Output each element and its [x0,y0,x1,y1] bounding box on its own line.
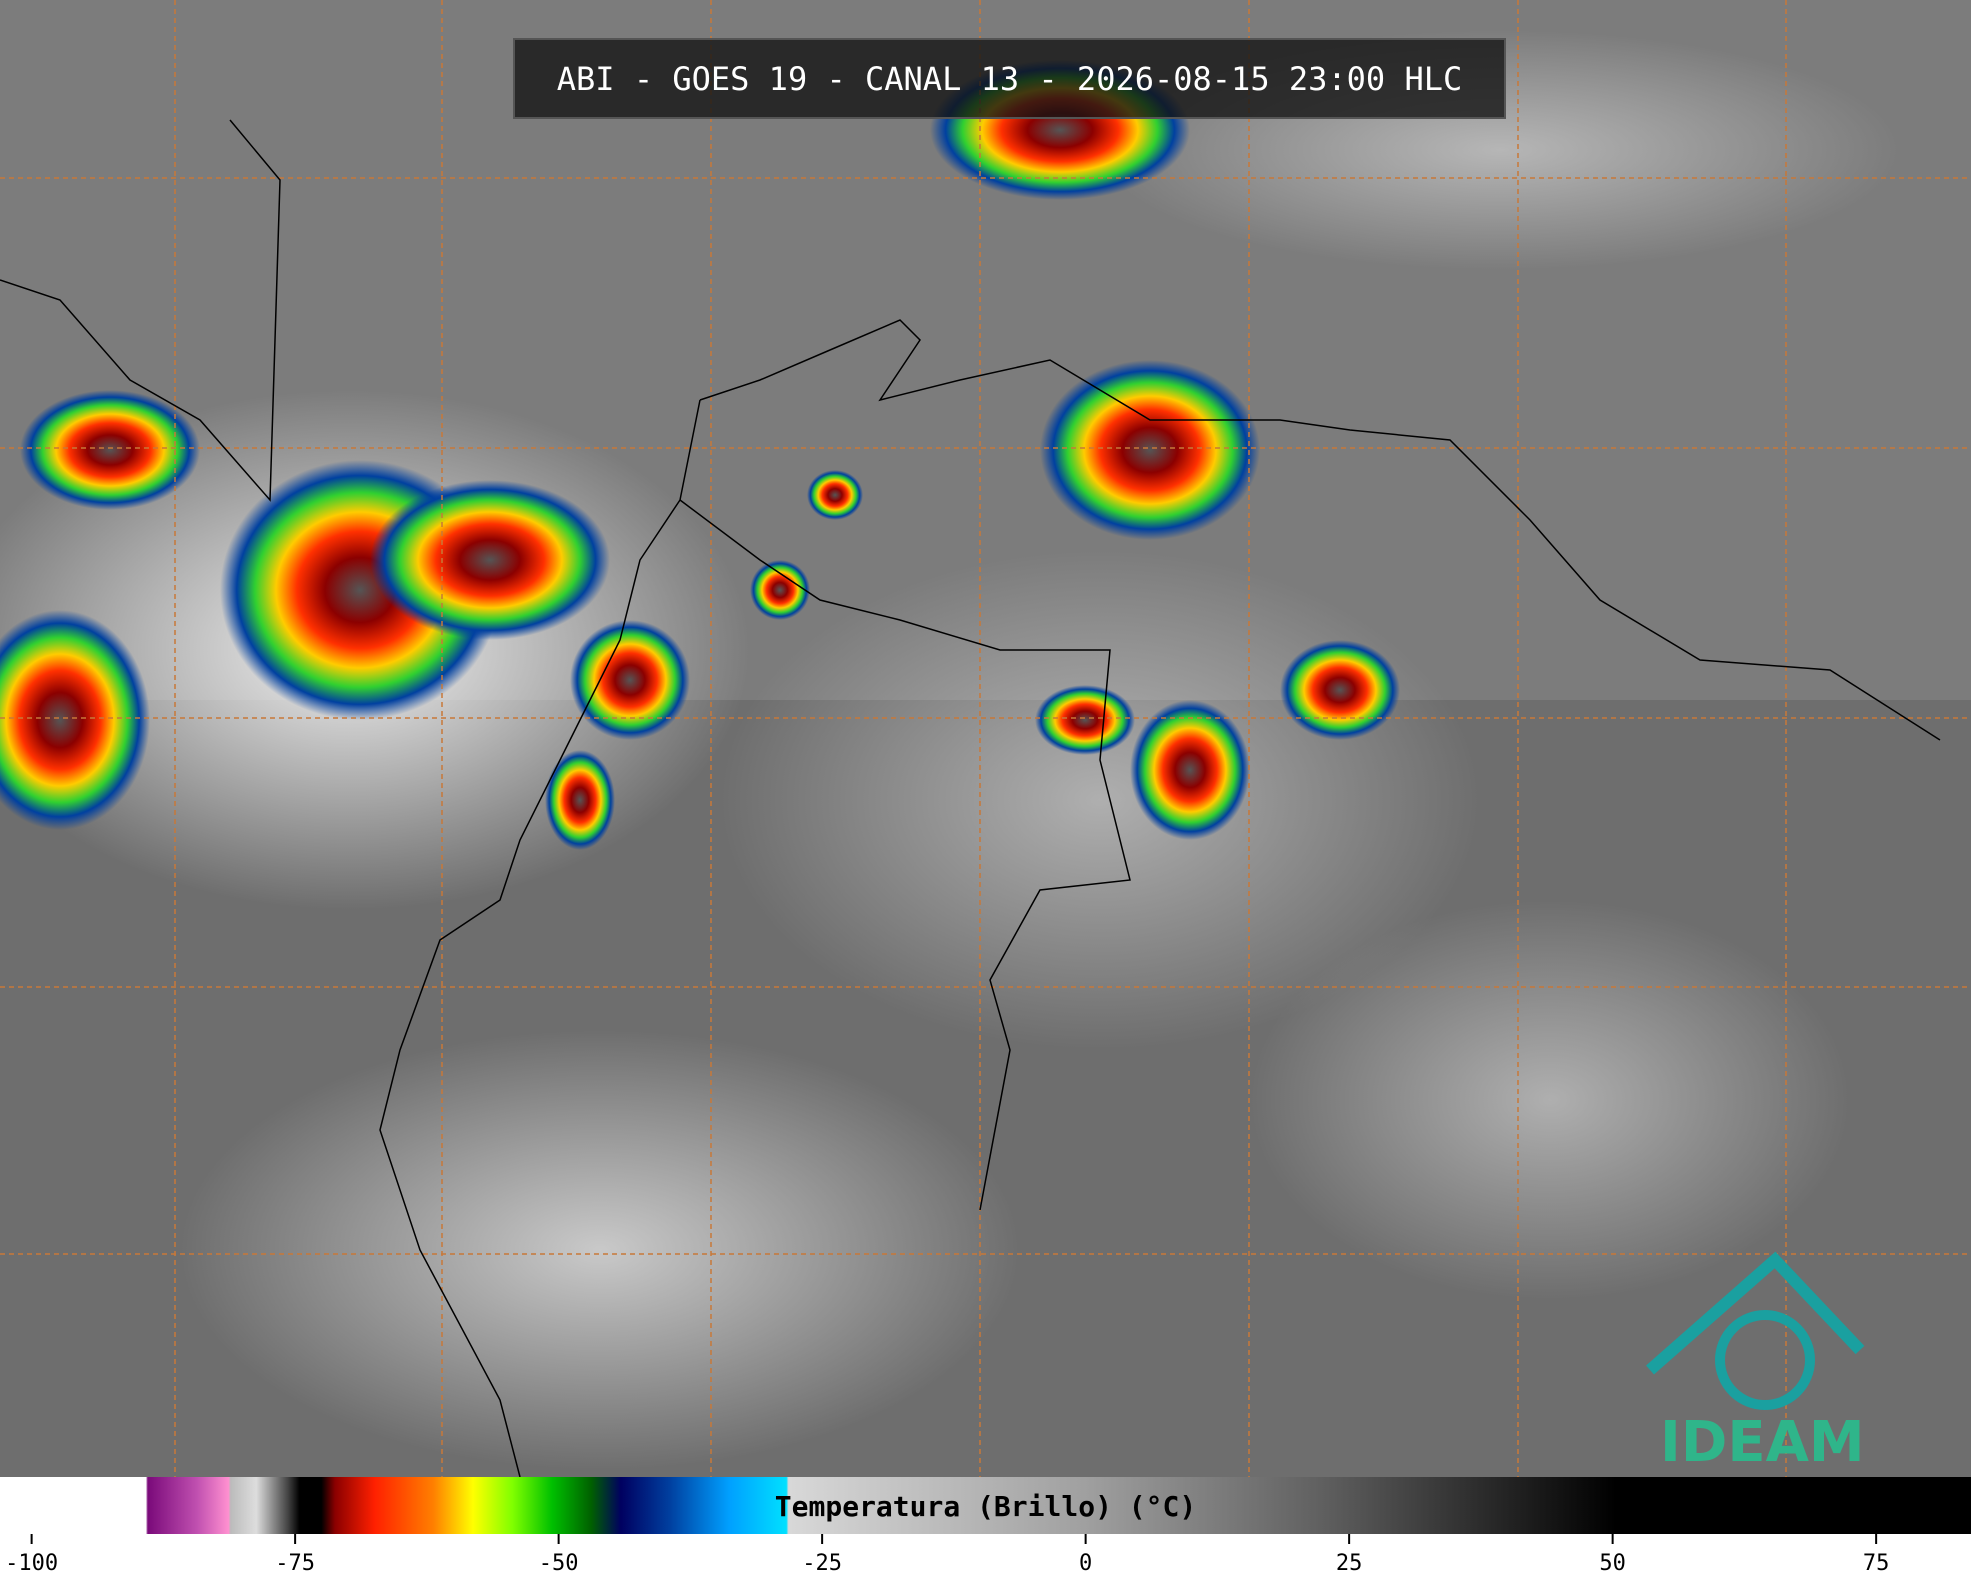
tick-label: 0 [1079,1551,1092,1576]
image-title: ABI - GOES 19 - CANAL 13 - 2026-08-15 23… [513,38,1506,119]
tick-label: 25 [1336,1551,1363,1576]
tick-label: -50 [539,1551,579,1576]
colorbar [0,1477,1971,1534]
satellite-map [0,0,1971,1477]
tick-label: -75 [275,1551,315,1576]
logo-text: IDEAM [1660,1410,1865,1475]
colorbar-axis: -100 -75 -50 -25 0 25 50 75 [5,1534,1890,1576]
tick-label: -100 [5,1551,58,1576]
tick-label: 75 [1863,1551,1890,1576]
tick-label: 50 [1599,1551,1626,1576]
tick-label: -25 [802,1551,842,1576]
